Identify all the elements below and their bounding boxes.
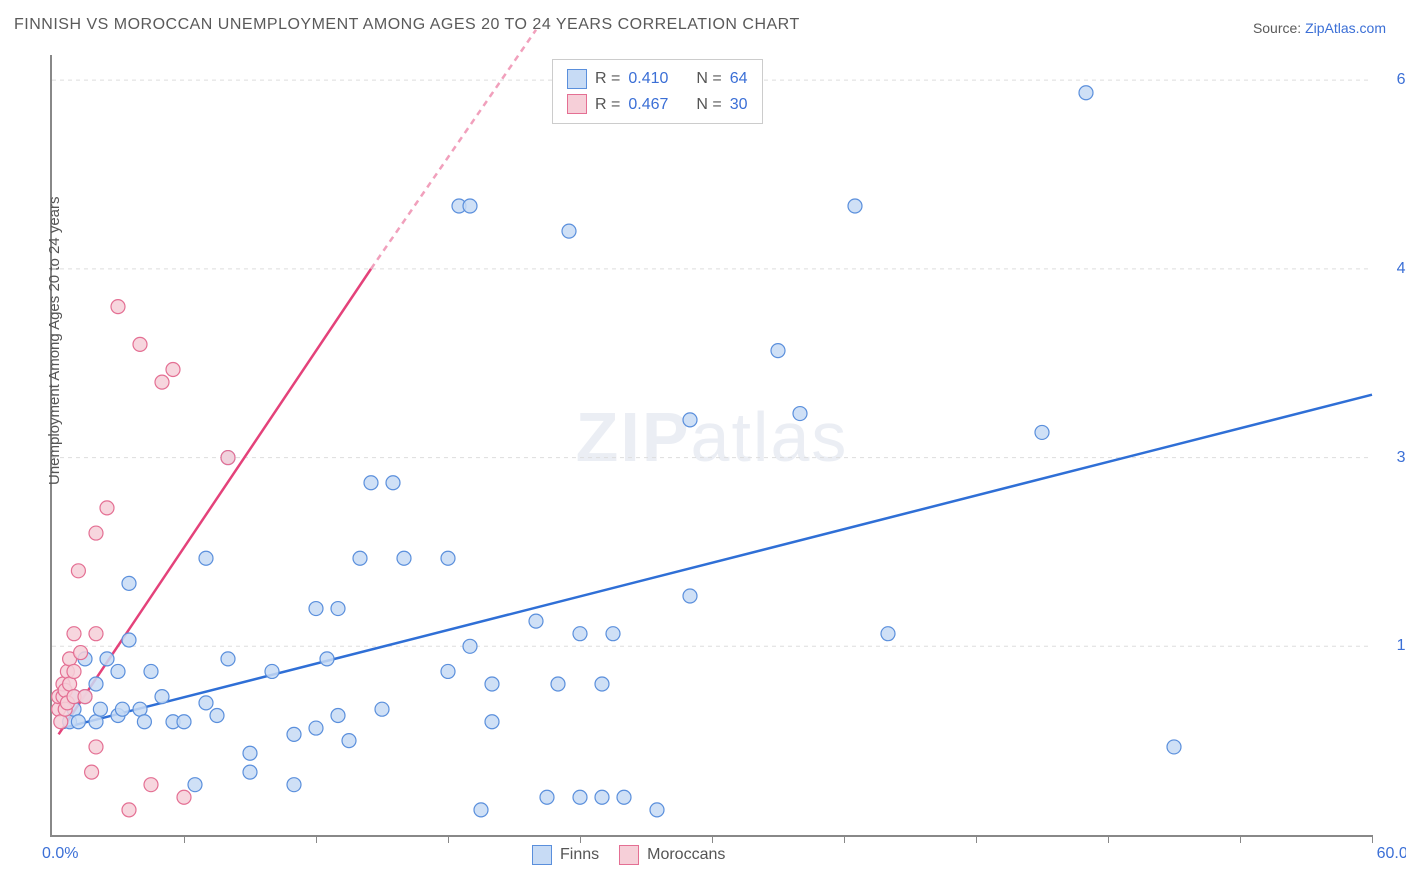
y-tick-label: 15.0%: [1382, 637, 1406, 655]
source-prefix: Source:: [1253, 20, 1305, 36]
x-tick: [1108, 835, 1109, 843]
x-tick: [580, 835, 581, 843]
correlation-legend: R =0.410N =64R =0.467N =30: [552, 59, 763, 124]
legend-series-item: Finns: [532, 845, 599, 865]
x-tick: [976, 835, 977, 843]
y-tick-label: 60.0%: [1382, 71, 1406, 89]
y-tick-label: 30.0%: [1382, 449, 1406, 467]
scatter-svg: [52, 55, 1372, 835]
legend-series-item: Moroccans: [619, 845, 725, 865]
x-axis-origin-label: 0.0%: [42, 845, 78, 863]
x-tick: [448, 835, 449, 843]
x-tick: [1372, 835, 1373, 843]
series-legend: Finns Moroccans: [532, 845, 725, 865]
source-link[interactable]: ZipAtlas.com: [1305, 20, 1386, 36]
chart-title: FINNISH VS MOROCCAN UNEMPLOYMENT AMONG A…: [14, 16, 800, 34]
y-tick-label: 45.0%: [1382, 260, 1406, 278]
legend-stat-row: R =0.467N =30: [567, 92, 748, 118]
x-tick: [844, 835, 845, 843]
x-tick: [1240, 835, 1241, 843]
x-tick: [316, 835, 317, 843]
x-tick: [712, 835, 713, 843]
plot-area: Unemployment Among Ages 20 to 24 years Z…: [50, 55, 1372, 837]
legend-stat-row: R =0.410N =64: [567, 66, 748, 92]
x-tick: [184, 835, 185, 843]
source-credit: Source: ZipAtlas.com: [1253, 20, 1386, 36]
x-axis-max-label: 60.0%: [1377, 845, 1406, 863]
